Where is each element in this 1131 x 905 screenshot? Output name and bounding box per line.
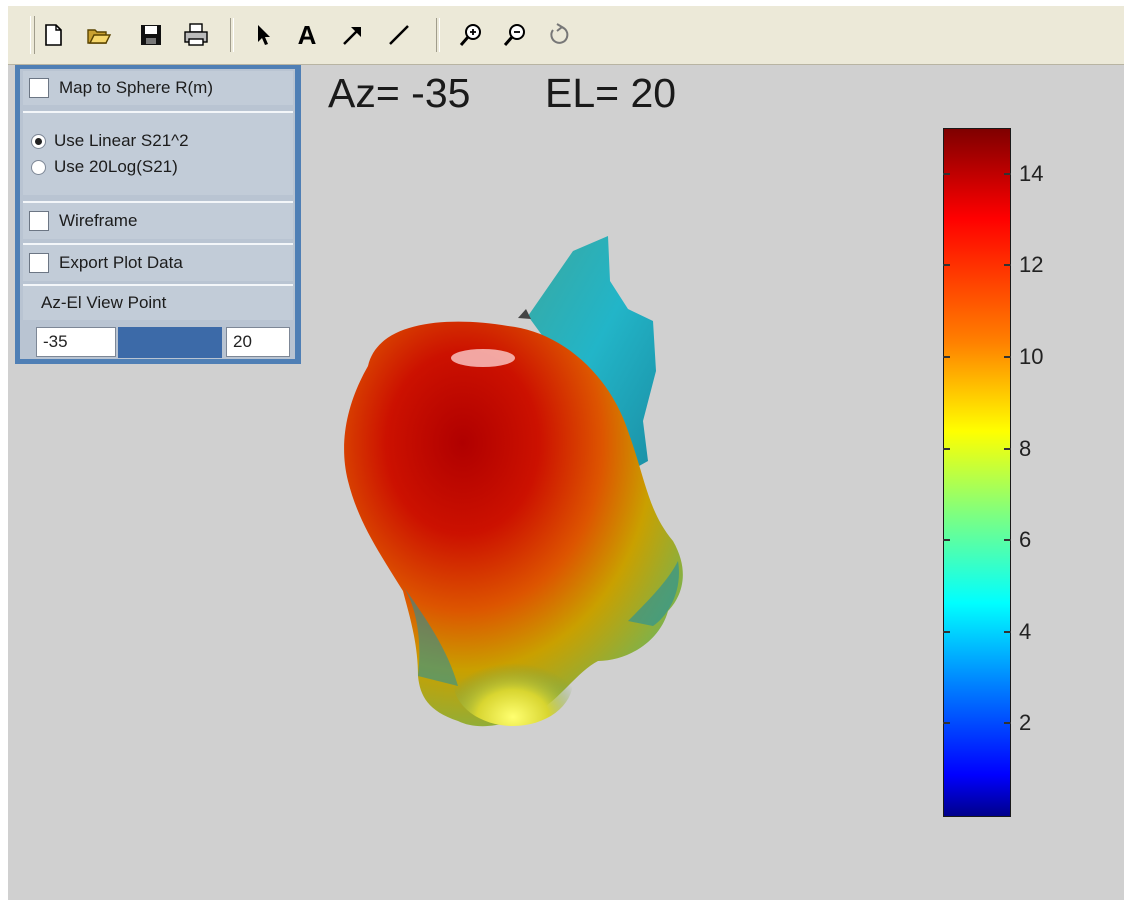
export-plot-data-checkbox[interactable]: Export Plot Data xyxy=(23,243,293,281)
colorbar-tick xyxy=(1004,172,1011,175)
wireframe-box[interactable] xyxy=(29,211,49,231)
radio-linear[interactable]: Use Linear S21^2 xyxy=(23,128,293,154)
colorbar-tick xyxy=(943,447,950,450)
colorbar-tick xyxy=(1004,264,1011,267)
save-icon[interactable] xyxy=(136,20,166,50)
map-to-sphere-checkbox[interactable]: Map to Sphere R(m) xyxy=(23,71,293,105)
figure-toolbar: A xyxy=(8,6,1124,65)
azimuth-readout: Az= -35 xyxy=(328,70,471,116)
colorbar-tick xyxy=(1004,356,1011,358)
insert-text-glyph: A xyxy=(297,19,317,50)
map-to-sphere-box[interactable] xyxy=(29,78,49,98)
colorbar-tick-label: 14 xyxy=(1019,160,1044,186)
plot-window: A Map to Sphere R(m) Us xyxy=(8,6,1124,900)
viewpoint-slider[interactable] xyxy=(118,327,222,358)
colorbar-tick xyxy=(1004,722,1011,725)
toolbar-grip xyxy=(30,16,35,54)
colorbar-tick-label: 2 xyxy=(1019,710,1032,736)
radio-log-button[interactable] xyxy=(31,159,46,175)
select-pointer-icon[interactable] xyxy=(248,20,278,50)
radio-log[interactable]: Use 20Log(S21) xyxy=(23,154,293,180)
viewpoint-label: Az-El View Point xyxy=(41,293,167,312)
zoom-out-icon[interactable] xyxy=(500,20,530,50)
map-to-sphere-label: Map to Sphere R(m) xyxy=(59,78,213,97)
colorbar-tick-label: 4 xyxy=(1019,618,1032,644)
colorbar-tick xyxy=(943,264,950,267)
options-panel: Map to Sphere R(m) Use Linear S21^2 Use … xyxy=(15,65,301,364)
insert-text-icon[interactable]: A xyxy=(292,20,322,50)
insert-line-icon[interactable] xyxy=(384,20,414,50)
rotate-3d-icon[interactable] xyxy=(544,20,574,50)
radio-linear-label: Use Linear S21^2 xyxy=(54,131,189,150)
toolbar-separator xyxy=(230,18,234,52)
colorbar-tick xyxy=(1004,447,1011,450)
colorbar-tick xyxy=(1004,630,1011,633)
wireframe-checkbox[interactable]: Wireframe xyxy=(23,201,293,239)
radiation-pattern-surface[interactable] xyxy=(308,221,708,761)
el-input[interactable]: 20 xyxy=(226,327,290,357)
toolbar-separator xyxy=(436,18,440,52)
colorbar-tick xyxy=(943,539,950,542)
colorbar-tick xyxy=(1004,539,1011,542)
colorbar-tick-label: 6 xyxy=(1019,527,1032,553)
colorbar-tick xyxy=(943,630,950,633)
radio-linear-button[interactable] xyxy=(31,133,46,149)
el-input-value: 20 xyxy=(233,332,252,351)
wireframe-label: Wireframe xyxy=(59,211,138,230)
az-input-value: -35 xyxy=(43,332,68,351)
new-file-icon[interactable] xyxy=(38,20,68,50)
export-plot-data-label: Export Plot Data xyxy=(59,253,183,272)
colorbar-tick xyxy=(943,172,950,175)
colorbar-tick-label: 8 xyxy=(1019,435,1032,461)
print-icon[interactable] xyxy=(181,20,211,50)
colorbar xyxy=(943,128,1011,817)
elevation-readout: EL= 20 xyxy=(545,70,677,116)
radio-log-label: Use 20Log(S21) xyxy=(54,157,178,176)
zoom-in-icon[interactable] xyxy=(456,20,486,50)
viewpoint-section-title: Az-El View Point xyxy=(23,284,293,320)
colorbar-tick-label: 12 xyxy=(1019,252,1044,278)
colorbar-tick xyxy=(943,356,950,358)
options-panel-body: Map to Sphere R(m) Use Linear S21^2 Use … xyxy=(20,69,295,359)
colorbar-tick-label: 10 xyxy=(1019,344,1044,369)
az-input[interactable]: -35 xyxy=(36,327,116,357)
export-plot-data-box[interactable] xyxy=(29,253,49,273)
open-folder-icon[interactable] xyxy=(84,20,114,50)
colorbar-tick xyxy=(943,722,950,725)
insert-arrow-icon[interactable] xyxy=(338,20,368,50)
scale-radio-group: Use Linear S21^2 Use 20Log(S21) xyxy=(23,111,293,195)
